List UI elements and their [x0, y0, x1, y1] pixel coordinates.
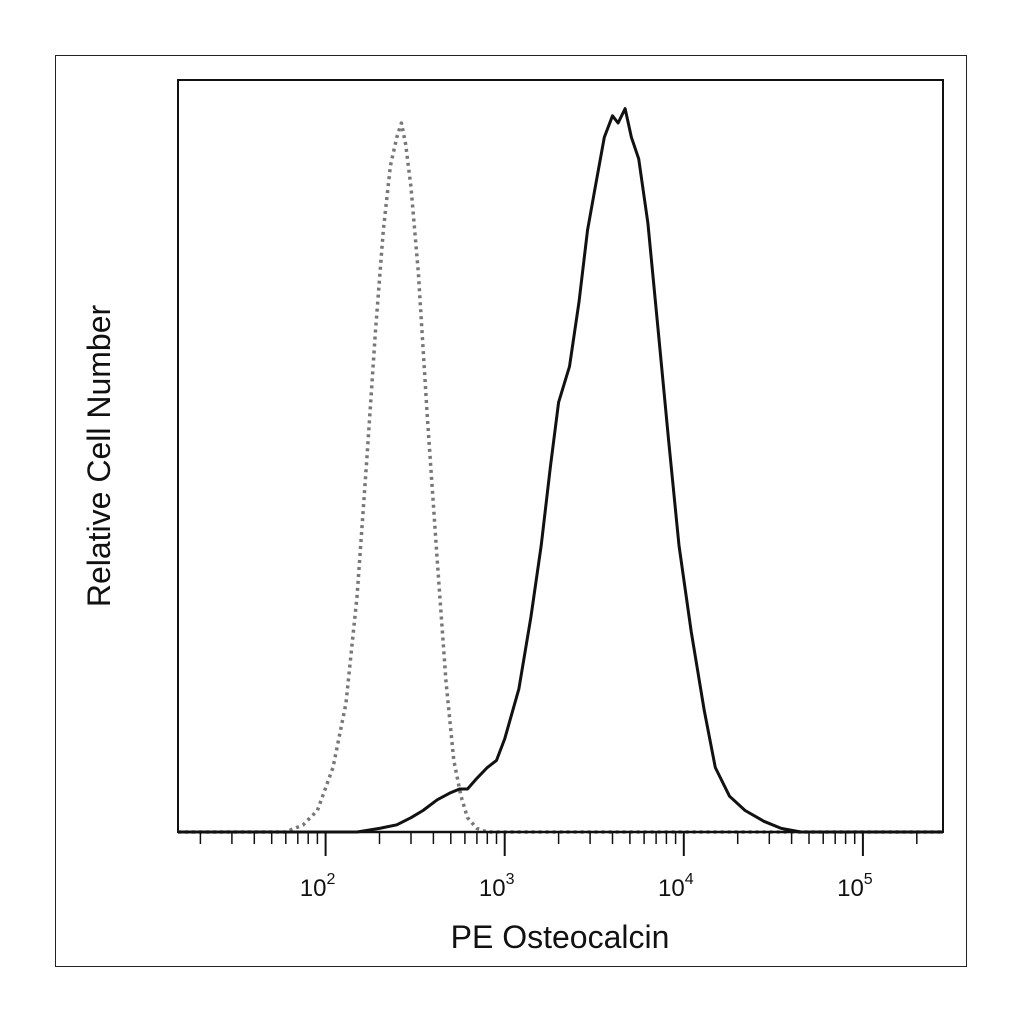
- x-tick-label: 104: [658, 871, 694, 902]
- y-axis-title: Relative Cell Number: [81, 304, 117, 607]
- series-layer: [178, 107, 943, 834]
- series-line-0-dotted: [178, 121, 943, 834]
- x-tick-layer: [199, 832, 918, 856]
- x-axis-title: PE Osteocalcin: [451, 919, 670, 955]
- series-line-1-solid: [178, 107, 943, 834]
- figure-frame: [55, 55, 967, 967]
- plot-area-border: [177, 79, 944, 833]
- x-tick-label: 102: [300, 871, 336, 902]
- x-tick-label: 103: [479, 871, 515, 902]
- x-tick-label: 105: [837, 871, 873, 902]
- x-tick-label-layer: 102 103 104 105: [300, 871, 873, 902]
